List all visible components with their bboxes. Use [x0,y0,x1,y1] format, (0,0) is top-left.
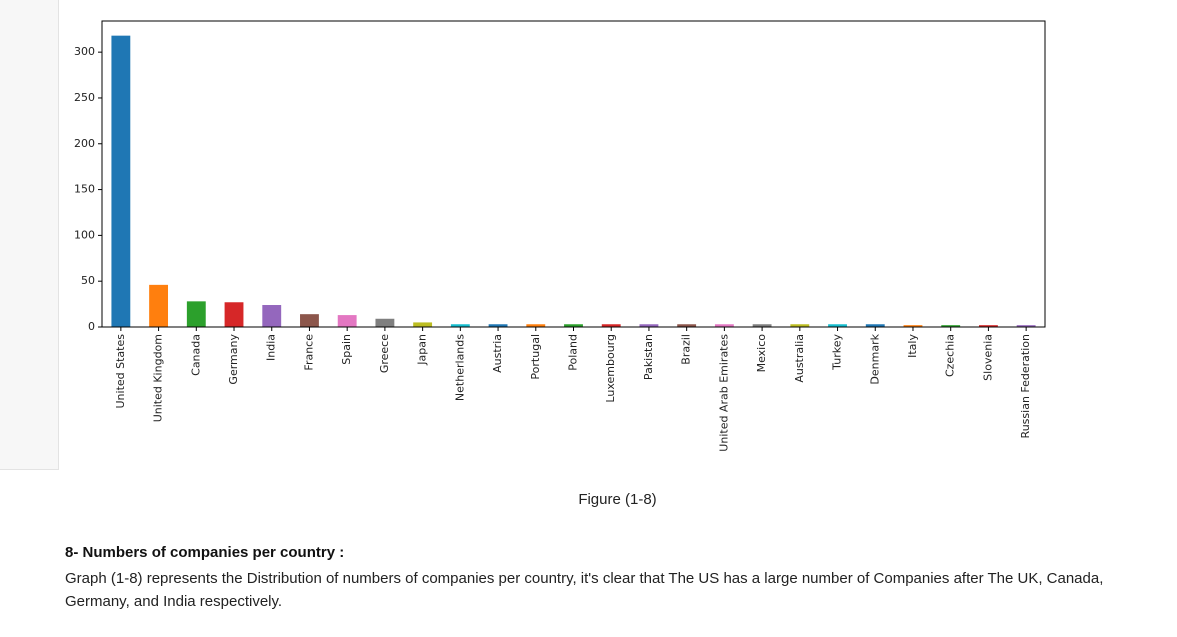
bar-canada [186,301,206,327]
bar-chart: 0 50 100 150 200 250 300 United States United K… [74,20,1046,452]
bar-united-states [111,35,131,327]
x-tick-label: Spain [340,334,353,365]
plot-area-frame [101,20,1046,328]
figure-caption: Figure (1-8) [578,491,657,508]
section-heading: 8- Numbers of companies per country : [65,544,345,561]
y-tick-label: 150 [74,183,95,196]
section-body-text: Graph (1-8) represents the Distribution … [65,570,1104,610]
bar-australia [790,324,810,327]
bars-group [111,35,1036,327]
x-tick-label: Czechia [944,334,957,377]
x-tick-label: Pakistan [642,334,655,380]
x-tick-label: Brazil [680,334,693,365]
bar-slovenia [978,325,998,327]
bar-luxembourg [601,324,621,327]
x-tick-label: Australia [793,334,806,383]
x-tick-label: Germany [227,334,240,385]
x-tick-label: Italy [906,334,919,358]
bar-mexico [752,324,772,327]
bar-pakistan [639,324,659,327]
x-tick-label: United Arab Emirates [717,334,730,452]
x-tick-label: United Kingdom [152,334,165,422]
x-tick-label: Luxembourg [604,334,617,403]
bar-russian-federation [1016,325,1036,327]
x-tick-label: Austria [491,334,504,373]
y-tick-label: 200 [74,137,95,150]
bar-czechia [941,325,961,327]
x-tick-label: United States [114,334,127,409]
x-tick-label: France [302,334,315,371]
bar-greece [375,318,395,327]
x-tick-label: Poland [567,334,580,371]
x-tick-label: Japan [416,334,429,366]
x-tick-label: Russian Federation [1019,334,1032,438]
x-tick-label: Greece [378,334,391,373]
x-tick-label: Netherlands [453,334,466,401]
x-tick-label: Denmark [868,333,881,384]
bar-india [262,305,282,327]
x-axis: United States United Kingdom Canada Germany… [114,327,1032,452]
bar-japan [413,322,433,327]
y-axis: 0 50 100 150 200 250 300 [74,45,102,333]
bar-brazil [677,324,697,327]
x-tick-label: Turkey [831,334,844,371]
bar-united-kingdom [149,284,169,327]
x-tick-label: Mexico [755,334,768,373]
bar-germany [224,302,244,327]
y-tick-label: 250 [74,91,95,104]
x-tick-label: Slovenia [981,334,994,381]
y-tick-label: 300 [74,45,95,58]
y-tick-label: 100 [74,228,95,241]
bar-france [300,314,319,327]
x-tick-label: India [265,334,278,361]
bar-denmark [865,324,885,327]
bar-netherlands [450,324,470,327]
bar-united-arab-emirates [714,324,734,327]
bar-italy [903,325,923,327]
bar-poland [564,324,583,327]
bar-austria [488,324,508,327]
x-tick-label: Portugal [529,334,542,380]
x-tick-label: Canada [189,334,202,376]
left-side-panel [0,0,59,470]
y-tick-label: 0 [88,320,95,333]
y-tick-label: 50 [81,274,95,287]
bar-spain [337,315,357,327]
bar-portugal [526,324,546,327]
bar-turkey [828,324,847,327]
